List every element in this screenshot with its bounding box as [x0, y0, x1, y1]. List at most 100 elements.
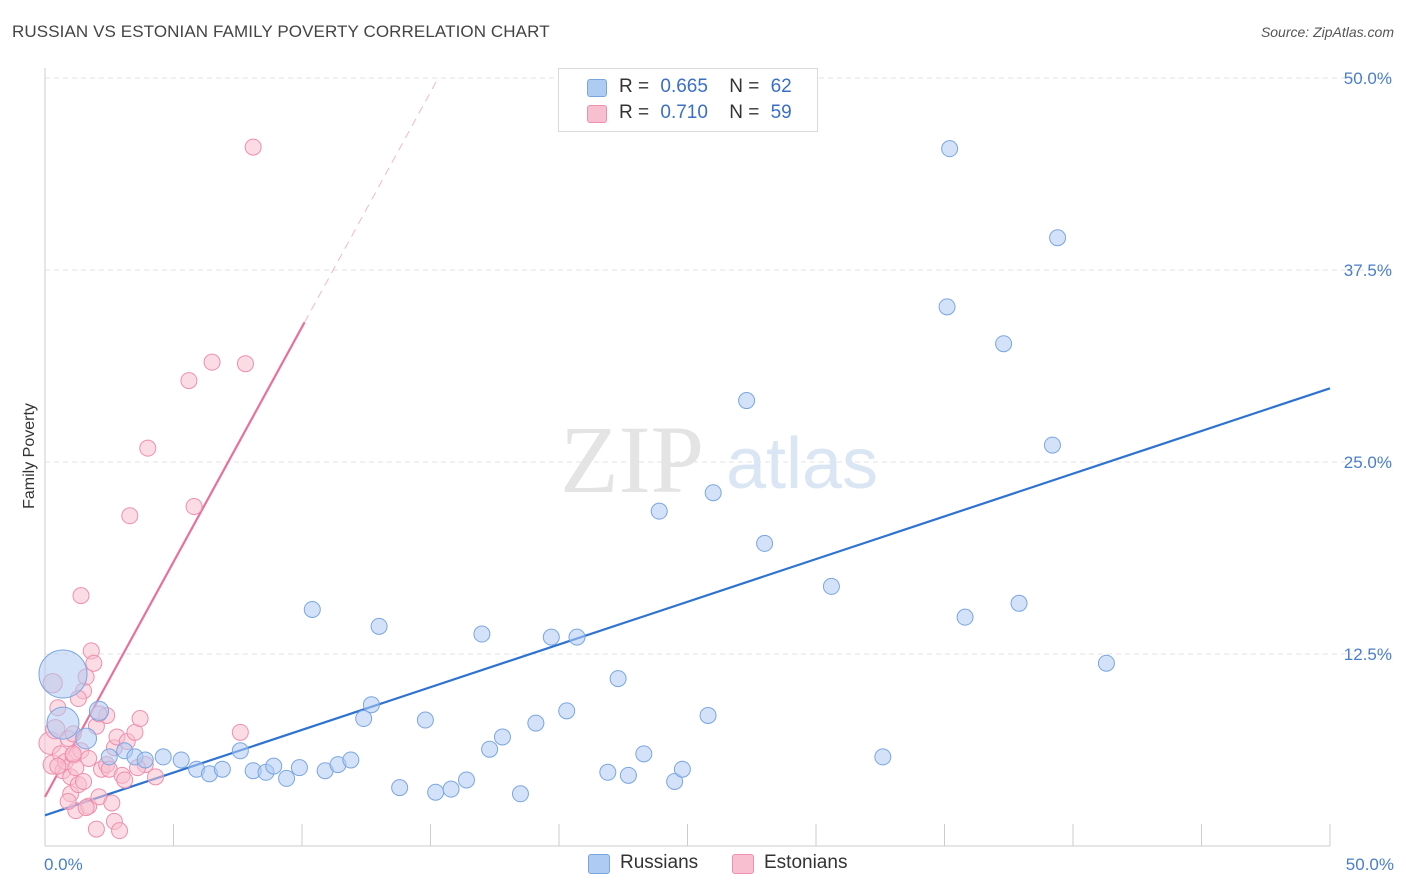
- russians-point: [290, 759, 308, 777]
- russians-point: [88, 700, 110, 721]
- russians-point: [756, 534, 774, 552]
- russians-point: [457, 771, 475, 789]
- estonians-point: [139, 439, 157, 457]
- estonians-point: [87, 820, 105, 838]
- legend-r-estonians: 0.710: [660, 102, 708, 123]
- russians-point: [558, 702, 576, 720]
- estonians-point: [103, 794, 121, 812]
- russians-point: [1010, 594, 1028, 612]
- estonians-point: [72, 587, 90, 605]
- russians-point: [416, 711, 434, 729]
- russians-point: [303, 600, 321, 618]
- russians-point: [391, 779, 409, 797]
- russians-point: [172, 751, 190, 769]
- legend-r-label: R =: [619, 102, 650, 123]
- russians-point: [46, 706, 80, 740]
- russians-point: [938, 298, 956, 316]
- russians-point: [100, 748, 118, 766]
- russians-point: [635, 745, 653, 763]
- axes: [44, 68, 1331, 847]
- legend-n-estonians: 59: [770, 102, 792, 123]
- estonians-legend-label: Estonians: [764, 852, 848, 873]
- russians-point: [342, 751, 360, 769]
- russians-point: [1049, 229, 1067, 247]
- estonians-trend-line: [44, 321, 306, 798]
- russians-point: [941, 140, 959, 158]
- watermark-atlas: atlas: [726, 424, 878, 504]
- estonians-point: [49, 757, 67, 775]
- russians-swatch: [587, 79, 607, 97]
- russians-point: [154, 748, 172, 766]
- legend-n-russians: 62: [770, 76, 792, 97]
- y-axis-title: Family Poverty: [21, 403, 38, 509]
- estonians-point: [111, 822, 129, 840]
- estonians-point: [116, 771, 134, 789]
- estonians-point: [59, 792, 77, 810]
- russians-point: [673, 760, 691, 778]
- russians-point: [1043, 436, 1061, 454]
- russians-point: [362, 696, 380, 714]
- estonians-legend-swatch: [732, 854, 754, 874]
- russians-point: [699, 706, 717, 724]
- russians-point: [738, 392, 756, 410]
- legend-r-russians: 0.665: [660, 76, 708, 97]
- y-tick-label: 37.5%: [1344, 261, 1392, 280]
- russians-point: [704, 484, 722, 502]
- russians-point: [473, 625, 491, 643]
- russians-point: [355, 710, 373, 728]
- russians-point: [213, 760, 231, 778]
- russians-point: [956, 608, 974, 626]
- estonians-point: [180, 372, 198, 390]
- watermark-zip: ZIP: [560, 406, 704, 513]
- x-tick-labels: 0.0% 50.0%: [44, 855, 1394, 874]
- estonians-point: [236, 355, 254, 373]
- russians-point: [995, 335, 1013, 353]
- estonians-point: [77, 799, 95, 817]
- russians-point: [265, 757, 283, 775]
- trend-lines: [44, 77, 1331, 817]
- russians-point: [619, 766, 637, 784]
- russians-point: [427, 783, 445, 801]
- estonians-point: [75, 772, 93, 790]
- estonians-swatch: [587, 105, 607, 123]
- russians-legend-label: Russians: [620, 852, 699, 873]
- estonians-point: [147, 768, 165, 786]
- estonians-point: [121, 507, 139, 525]
- estonians-point: [85, 654, 103, 672]
- russians-point: [231, 742, 249, 760]
- russians-legend-swatch: [588, 854, 610, 874]
- estonians-point: [131, 710, 149, 728]
- russians-point: [568, 628, 586, 646]
- y-tick-label: 25.0%: [1344, 453, 1392, 472]
- russians-point: [511, 785, 529, 803]
- russians-point: [136, 751, 154, 769]
- estonians-point: [203, 353, 221, 371]
- russians-point: [38, 649, 88, 699]
- estonians-point: [244, 138, 262, 156]
- russians-point: [666, 772, 684, 790]
- russians-point: [822, 577, 840, 595]
- russians-trend-line: [44, 387, 1331, 817]
- correlation-legend: R = 0.665 N = 62 R = 0.710 N = 59: [558, 68, 818, 132]
- russians-point: [542, 628, 560, 646]
- estonians-point: [80, 749, 98, 767]
- estonians-trend-extension: [304, 77, 439, 323]
- estonians-point: [231, 723, 249, 741]
- chart-source: Source: ZipAtlas.com: [1260, 24, 1394, 40]
- y-tick-labels: 12.5% 25.0% 37.5% 50.0%: [1344, 69, 1392, 664]
- russians-point: [481, 740, 499, 758]
- y-tick-label: 50.0%: [1344, 69, 1392, 88]
- russians-point: [278, 769, 296, 787]
- data-points: [38, 138, 1115, 840]
- chart-title: RUSSIAN VS ESTONIAN FAMILY POVERTY CORRE…: [12, 22, 550, 41]
- x-tick-label-max: 50.0%: [1346, 855, 1394, 874]
- russians-point: [442, 780, 460, 798]
- legend-r-label: R =: [619, 76, 650, 97]
- russians-point: [370, 617, 388, 635]
- russians-point: [527, 714, 545, 732]
- russians-point: [874, 748, 892, 766]
- russians-point: [1097, 654, 1115, 672]
- legend-n-label: N =: [729, 102, 760, 123]
- y-tick-label: 12.5%: [1344, 645, 1392, 664]
